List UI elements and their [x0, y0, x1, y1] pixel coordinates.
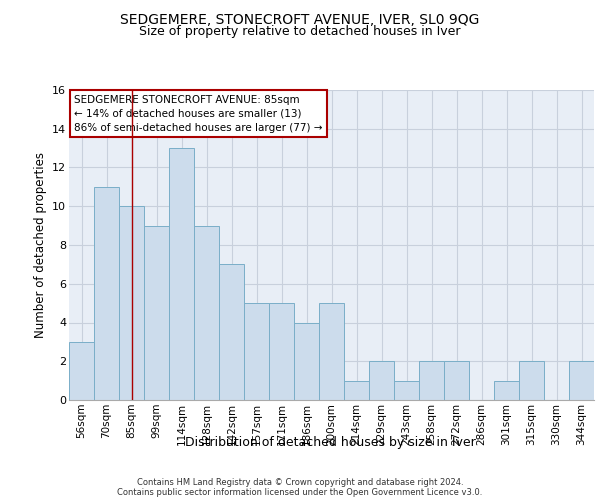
Text: Contains HM Land Registry data © Crown copyright and database right 2024.: Contains HM Land Registry data © Crown c… [137, 478, 463, 487]
Bar [219, 264, 244, 400]
Bar [319, 303, 344, 400]
Bar [94, 187, 119, 400]
Bar [244, 303, 269, 400]
Bar [69, 342, 94, 400]
Bar [144, 226, 169, 400]
Text: SEDGEMERE, STONECROFT AVENUE, IVER, SL0 9QG: SEDGEMERE, STONECROFT AVENUE, IVER, SL0 … [121, 12, 479, 26]
Bar [519, 361, 544, 400]
Bar [419, 361, 444, 400]
Bar [294, 322, 319, 400]
Bar [394, 380, 419, 400]
Y-axis label: Number of detached properties: Number of detached properties [34, 152, 47, 338]
Bar [369, 361, 394, 400]
Text: Distribution of detached houses by size in Iver: Distribution of detached houses by size … [185, 436, 475, 449]
Bar [494, 380, 519, 400]
Bar [569, 361, 594, 400]
Bar [344, 380, 369, 400]
Text: Contains public sector information licensed under the Open Government Licence v3: Contains public sector information licen… [118, 488, 482, 497]
Text: Size of property relative to detached houses in Iver: Size of property relative to detached ho… [139, 25, 461, 38]
Text: SEDGEMERE STONECROFT AVENUE: 85sqm
← 14% of detached houses are smaller (13)
86%: SEDGEMERE STONECROFT AVENUE: 85sqm ← 14%… [74, 94, 323, 132]
Bar [194, 226, 219, 400]
Bar [169, 148, 194, 400]
Bar [119, 206, 144, 400]
Bar [269, 303, 294, 400]
Bar [444, 361, 469, 400]
